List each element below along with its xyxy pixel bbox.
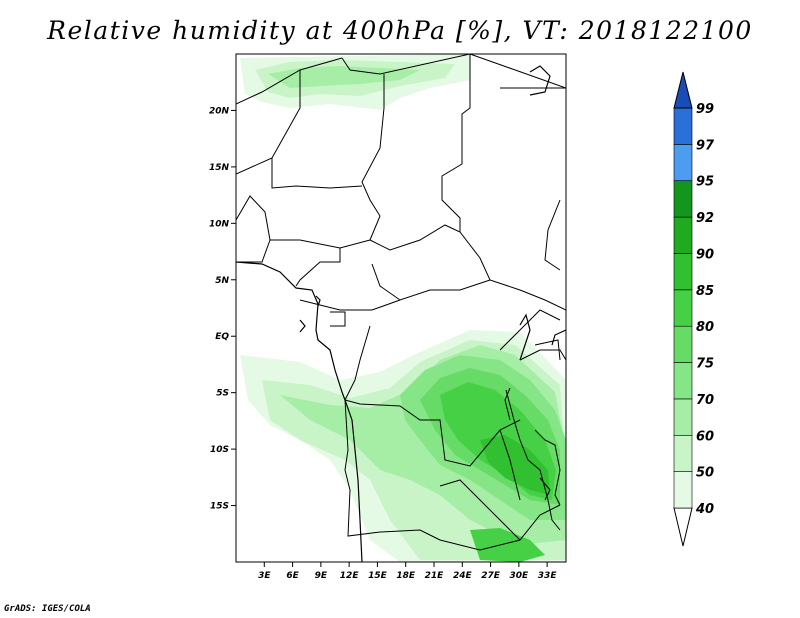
latitude-axis: 20N 15N 10N 5N EQ 5S 10S 15S [209, 106, 236, 512]
colorbar-segment [673, 398, 693, 436]
lon-tick-label: 12E [340, 571, 360, 581]
colorbar: 40 50 60 70 75 80 85 90 92 95 97 99 [673, 71, 715, 547]
colorbar-label: 50 [696, 466, 714, 481]
longitude-axis: 3E 6E 9E 12E 15E 18E 21E 24E 27E 30E 33E [258, 562, 557, 581]
lat-tick-label: 15N [209, 163, 230, 173]
lat-tick-label: 15S [210, 502, 229, 512]
lon-tick-label: 27E [481, 571, 501, 581]
colorbar-label: 60 [696, 429, 714, 444]
colorbar-label: 92 [696, 211, 714, 226]
grads-credit: GrADS: IGES/COLA [4, 604, 91, 614]
colorbar-label: 70 [696, 393, 714, 408]
lat-tick-label: EQ [215, 332, 229, 342]
lat-tick-label: 20N [209, 106, 230, 116]
colorbar-segment [673, 434, 693, 472]
lon-tick-label: 21E [425, 571, 445, 581]
colorbar-label: 75 [696, 357, 714, 372]
lon-tick-label: 3E [258, 571, 271, 581]
colorbar-segment [673, 289, 693, 327]
colorbar-segment [673, 107, 693, 145]
humidity-field [240, 54, 566, 562]
colorbar-segment [673, 325, 693, 363]
lon-tick-label: 30E [510, 571, 530, 581]
lat-tick-label: 10S [210, 445, 229, 455]
colorbar-label: 40 [695, 502, 714, 517]
colorbar-label: 95 [696, 175, 714, 190]
colorbar-label: 99 [696, 102, 714, 117]
lon-tick-label: 9E [315, 571, 328, 581]
humidity-patch-se [470, 528, 545, 562]
plot-title: Relative humidity at 400hPa [%], VT: 201… [47, 16, 753, 45]
colorbar-segment [673, 471, 693, 509]
lat-tick-label: 5N [215, 276, 229, 286]
colorbar-label: 85 [696, 284, 714, 299]
lon-tick-label: 15E [368, 571, 388, 581]
lon-tick-label: 6E [286, 571, 299, 581]
colorbar-label: 80 [696, 320, 714, 335]
colorbar-label: 97 [696, 138, 715, 153]
colorbar-segment [673, 253, 693, 291]
humidity-patch-north-core [268, 66, 420, 88]
colorbar-segment [673, 362, 693, 400]
coastlines [236, 65, 566, 562]
lon-tick-label: 33E [538, 571, 558, 581]
map-frame [235, 53, 567, 563]
lat-tick-label: 10N [209, 219, 230, 229]
lon-tick-label: 18E [396, 571, 416, 581]
colorbar-segment [673, 144, 693, 182]
colorbar-upper-arrow [673, 71, 693, 109]
colorbar-segment [673, 180, 693, 218]
lon-tick-label: 24E [453, 571, 473, 581]
lat-tick-label: 5S [216, 389, 229, 399]
colorbar-label: 90 [696, 247, 714, 262]
humidity-patch-south-core [480, 435, 550, 495]
colorbar-segment [673, 216, 693, 254]
colorbar-lower-arrow [673, 507, 693, 547]
country-boundaries [236, 54, 566, 551]
